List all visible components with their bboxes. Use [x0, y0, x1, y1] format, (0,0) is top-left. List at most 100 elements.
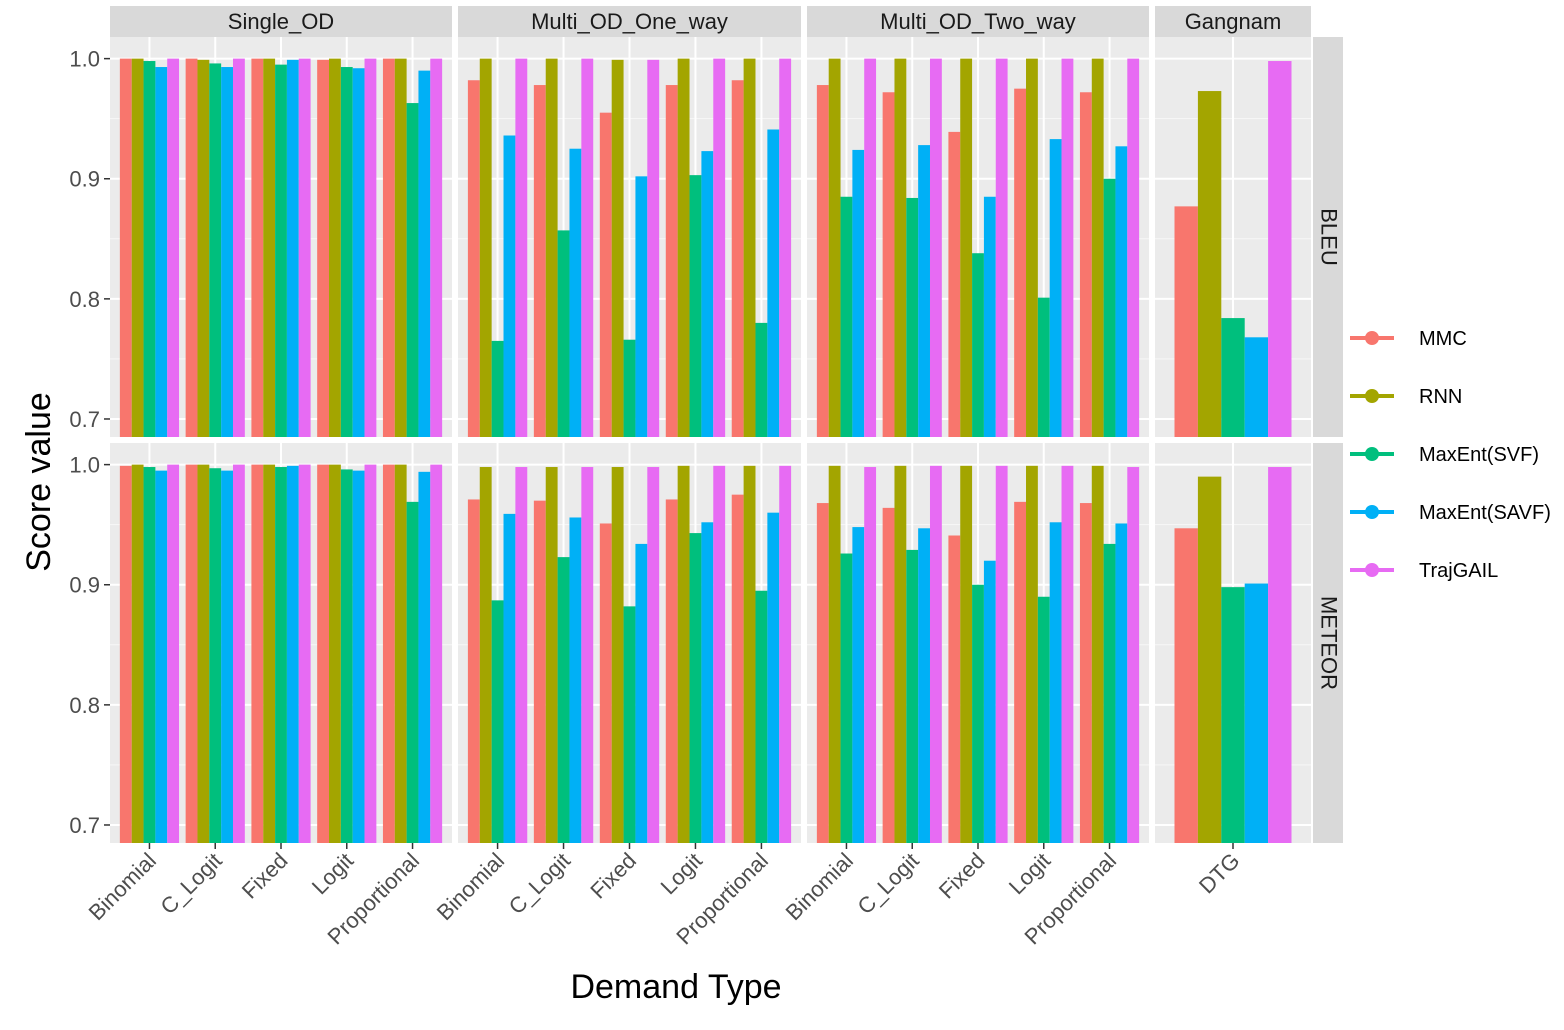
bar-Logit-TrajGAIL	[713, 58, 726, 438]
bar-Fixed-MaxEnt(SVF)	[623, 339, 636, 437]
x-tick-label: Binomial	[432, 848, 509, 925]
bar-Logit-MaxEnt(SAVF)	[701, 151, 714, 437]
legend-label: MMC	[1419, 328, 1467, 350]
bar-C_Logit-MMC	[533, 85, 546, 438]
bar-Binomial-MaxEnt(SAVF)	[155, 67, 168, 437]
bar-C_Logit-RNN	[197, 59, 210, 438]
bar-C_Logit-TrajGAIL	[929, 465, 942, 843]
x-tick-label: C_Logit	[852, 848, 923, 919]
bar-Fixed-MaxEnt(SAVF)	[983, 560, 996, 843]
bar-Binomial-MaxEnt(SAVF)	[852, 149, 865, 438]
bar-Proportional-RNN	[394, 58, 407, 438]
bar-Logit-MaxEnt(SVF)	[340, 469, 353, 843]
bar-Logit-TrajGAIL	[713, 465, 726, 843]
bar-Proportional-TrajGAIL	[1127, 467, 1140, 843]
legend-label: MaxEnt(SVF)	[1419, 444, 1539, 466]
bar-DTG-MMC	[1174, 528, 1198, 843]
bar-Logit-MMC	[665, 499, 678, 843]
bar-Logit-MaxEnt(SAVF)	[352, 470, 365, 843]
bar-Logit-TrajGAIL	[364, 58, 377, 438]
bar-Logit-MaxEnt(SVF)	[1037, 596, 1050, 843]
bar-Fixed-TrajGAIL	[647, 59, 660, 438]
bar-Proportional-RNN	[743, 58, 756, 438]
bar-Binomial-RNN	[479, 467, 492, 843]
bar-C_Logit-TrajGAIL	[929, 58, 942, 438]
bar-Fixed-RNN	[960, 465, 973, 843]
bar-Fixed-MMC	[599, 523, 612, 843]
x-tick-label: Fixed	[585, 848, 641, 904]
bar-Logit-TrajGAIL	[1061, 58, 1074, 438]
bar-Proportional-RNN	[1091, 465, 1104, 843]
y-axis-title: Score value	[20, 392, 58, 572]
strip-label: METEOR	[1317, 596, 1342, 690]
bar-Proportional-MaxEnt(SAVF)	[767, 129, 780, 437]
bar-Binomial-MaxEnt(SVF)	[840, 196, 853, 437]
bar-Binomial-MMC	[467, 80, 480, 438]
y-tick-label: 0.8	[69, 693, 100, 718]
bar-Binomial-TrajGAIL	[515, 58, 528, 438]
bar-C_Logit-RNN	[545, 58, 558, 438]
bar-Binomial-RNN	[479, 58, 492, 438]
bar-Binomial-MaxEnt(SAVF)	[503, 135, 516, 437]
bar-C_Logit-MaxEnt(SAVF)	[569, 517, 582, 843]
bar-Binomial-MaxEnt(SAVF)	[503, 513, 516, 843]
x-tick-label: Fixed	[237, 848, 293, 904]
bar-Proportional-RNN	[743, 465, 756, 843]
bar-DTG-MaxEnt(SVF)	[1221, 587, 1245, 843]
bar-Proportional-TrajGAIL	[779, 58, 792, 438]
bar-Fixed-MMC	[251, 464, 264, 843]
bar-Fixed-TrajGAIL	[298, 464, 311, 843]
bar-Logit-MaxEnt(SVF)	[689, 533, 702, 843]
bar-Fixed-TrajGAIL	[298, 58, 311, 438]
bar-Logit-MaxEnt(SVF)	[340, 67, 353, 437]
y-tick-label: 0.9	[69, 167, 100, 192]
bar-Proportional-MMC	[382, 58, 395, 438]
bar-Fixed-RNN	[960, 58, 973, 438]
bar-Proportional-MMC	[731, 494, 744, 843]
bar-C_Logit-MaxEnt(SVF)	[557, 230, 570, 437]
bar-Binomial-MMC	[119, 465, 132, 843]
bar-Binomial-RNN	[131, 464, 144, 843]
bar-Fixed-MMC	[948, 535, 961, 843]
bar-C_Logit-TrajGAIL	[581, 467, 594, 843]
bar-C_Logit-RNN	[894, 465, 907, 843]
y-tick-label: 1.0	[69, 47, 100, 72]
bar-Logit-MMC	[665, 85, 678, 438]
x-axis-title: Demand Type	[570, 968, 781, 1006]
bar-C_Logit-MaxEnt(SVF)	[557, 557, 570, 843]
bar-Fixed-MaxEnt(SVF)	[275, 64, 287, 437]
bar-Fixed-RNN	[611, 467, 624, 843]
bar-Proportional-TrajGAIL	[1127, 58, 1140, 438]
bar-Logit-MaxEnt(SAVF)	[701, 522, 714, 843]
strip-label: Multi_OD_One_way	[531, 9, 728, 34]
bar-Proportional-MaxEnt(SAVF)	[418, 70, 431, 437]
x-tick-label: Fixed	[934, 848, 990, 904]
bar-C_Logit-MaxEnt(SVF)	[209, 468, 222, 843]
bar-Proportional-TrajGAIL	[430, 464, 443, 843]
bar-Proportional-MaxEnt(SAVF)	[1115, 523, 1128, 843]
bar-Logit-MMC	[1014, 88, 1027, 438]
bar-Binomial-TrajGAIL	[167, 58, 180, 438]
bar-Binomial-MaxEnt(SAVF)	[155, 470, 168, 843]
bar-Logit-MaxEnt(SAVF)	[352, 68, 365, 437]
bar-Fixed-MaxEnt(SVF)	[275, 467, 287, 843]
bar-Binomial-MaxEnt(SVF)	[491, 340, 504, 437]
bar-Proportional-TrajGAIL	[779, 465, 792, 843]
strips-layer: Single_OD Multi_OD_One_way Multi_OD_Two_wa…	[110, 6, 1343, 843]
bar-Proportional-MaxEnt(SAVF)	[767, 512, 780, 843]
x-tick-label: Binomial	[781, 848, 858, 925]
strip-label: Single_OD	[228, 9, 334, 34]
bar-Binomial-MMC	[816, 85, 829, 438]
bar-DTG-MaxEnt(SVF)	[1221, 318, 1245, 437]
bar-Logit-RNN	[329, 464, 341, 843]
y-tick-label: 0.8	[69, 287, 100, 312]
strip-Gangnam	[1155, 6, 1311, 37]
bar-DTG-TrajGAIL	[1268, 61, 1292, 438]
bar-Logit-RNN	[677, 465, 690, 843]
strip-Multi_OD_Two_way	[807, 6, 1149, 37]
legend-key-point	[1365, 331, 1379, 345]
bar-Fixed-MaxEnt(SVF)	[972, 584, 984, 843]
legend-label: RNN	[1419, 386, 1462, 408]
bar-C_Logit-TrajGAIL	[581, 58, 594, 438]
bar-C_Logit-MaxEnt(SVF)	[906, 549, 919, 843]
